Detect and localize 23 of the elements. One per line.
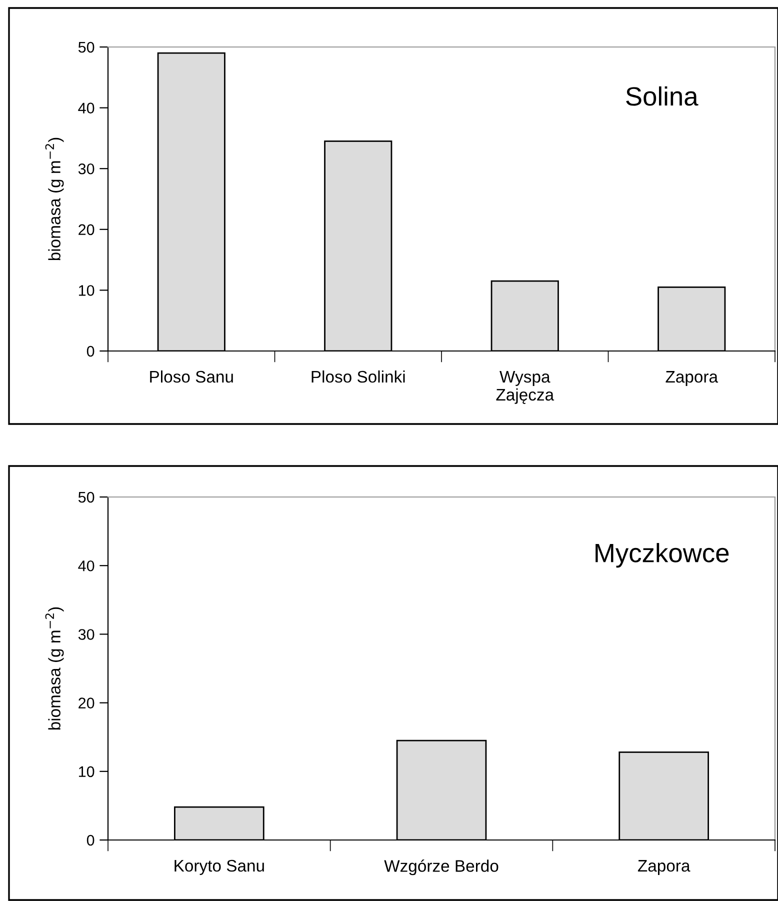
y-tick-label: 10	[78, 766, 94, 778]
x-tick-label: Wyspa Zajęcza	[496, 371, 554, 404]
x-tick-label: Koryto Sanu	[174, 860, 264, 875]
y-tick-label: 0	[86, 834, 94, 846]
y-tick-label: 30	[78, 163, 94, 174]
x-tick-label: Wzgórze Berdo	[384, 859, 498, 876]
annotation: Myczkowce	[596, 543, 729, 568]
y-tick-label: 0	[86, 346, 94, 357]
y-tick-label: 50	[78, 492, 94, 503]
y-tick-label: 40	[78, 102, 94, 114]
y-tick-label: 50	[78, 42, 94, 53]
x-tick-label: Zapora	[638, 860, 690, 875]
y-tick-label: 20	[78, 698, 94, 708]
x-tick-label: Ploso Solinki	[312, 370, 405, 383]
y-axis-title: biomasa (g m$^{−2}$)	[45, 138, 64, 260]
x-tick-label: Zapora	[666, 371, 718, 386]
annotation: Solina	[626, 86, 698, 106]
y-tick-label: 10	[78, 285, 94, 296]
y-tick-label: 20	[78, 224, 94, 236]
x-tick-label: Ploso Sanu	[150, 370, 233, 383]
y-axis-title: biomasa (g m$^{−2}$)	[45, 607, 64, 730]
y-tick-label: 40	[78, 560, 94, 572]
y-tick-label: 30	[78, 629, 94, 640]
